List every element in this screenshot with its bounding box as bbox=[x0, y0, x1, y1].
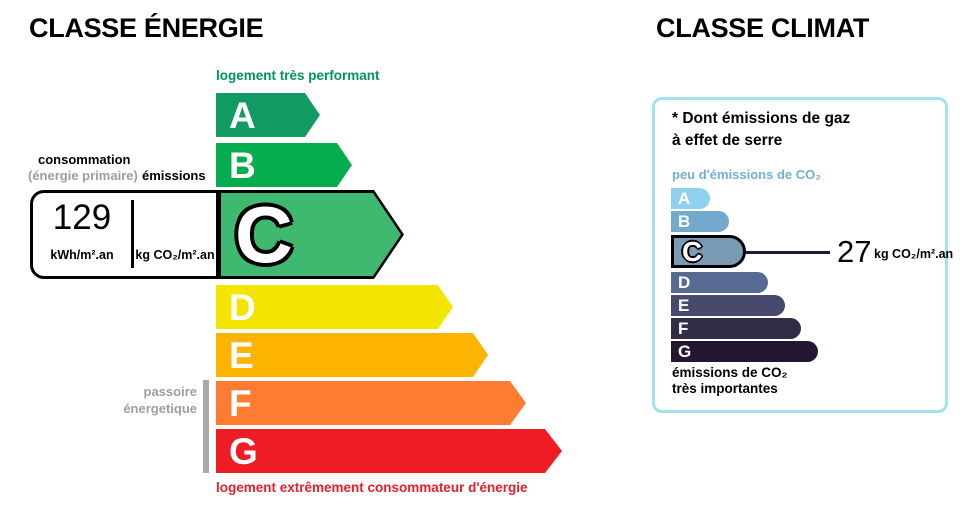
climate-class-bar: E bbox=[671, 295, 785, 316]
climate-value-unit: kg CO₂/m².an bbox=[874, 247, 954, 261]
energy-sieve-bracket bbox=[203, 380, 209, 473]
energy-arrow bbox=[216, 381, 526, 425]
energy-arrow bbox=[221, 193, 401, 276]
energy-class-row: G bbox=[216, 429, 562, 473]
energy-class-row: E bbox=[216, 333, 488, 377]
box-divider bbox=[131, 200, 134, 268]
consumption-label: consommation bbox=[38, 152, 131, 167]
climate-class-bar: F bbox=[671, 318, 801, 339]
climate-value: 27 bbox=[837, 234, 872, 269]
energy-arrow bbox=[216, 93, 320, 137]
energy-class-letter: C bbox=[235, 189, 293, 279]
energy-arrow bbox=[216, 333, 488, 377]
climate-class-letter: D bbox=[678, 273, 691, 292]
climate-title: CLASSE CLIMAT bbox=[656, 13, 870, 43]
energy-sieve-line1: passoire bbox=[143, 384, 197, 399]
climate-class-letter: F bbox=[678, 319, 689, 338]
consumption-value: 129 bbox=[52, 198, 112, 237]
ghg-note-line1: * Dont émissions de gaz bbox=[672, 110, 851, 127]
climate-class-letter: G bbox=[678, 342, 692, 361]
climate-class-letter: B bbox=[678, 212, 691, 231]
energy-class-row: F bbox=[216, 381, 526, 425]
consumption-box: 129 kWh/m².an kg CO₂/m².an bbox=[30, 190, 219, 279]
energy-arrow bbox=[216, 143, 352, 187]
climate-high-label: émissions de CO₂ très importantes bbox=[672, 365, 788, 397]
climate-class-bar: D bbox=[671, 272, 768, 293]
energy-class-letter: E bbox=[229, 334, 254, 376]
climate-class-bar: C bbox=[671, 235, 746, 268]
energy-class-letter: F bbox=[229, 382, 252, 424]
climate-low-label: peu d'émissions de CO₂ bbox=[672, 167, 822, 182]
climate-class-bar: G bbox=[671, 341, 818, 362]
emissions-unit: kg CO₂/m².an bbox=[135, 248, 215, 262]
energy-class-letter: B bbox=[229, 144, 256, 186]
energy-class-row: C bbox=[218, 190, 404, 279]
climate-class-letter: E bbox=[678, 296, 690, 315]
energy-arrow bbox=[216, 285, 453, 329]
consumption-unit: kWh/m².an bbox=[50, 248, 114, 262]
energy-class-letter: A bbox=[229, 94, 256, 136]
emissions-label: émissions bbox=[142, 168, 206, 183]
climate-high-line1: émissions de CO₂ bbox=[672, 365, 788, 380]
energy-worst-label: logement extrêmement consommateur d'éner… bbox=[216, 480, 528, 495]
energy-class-row: D bbox=[216, 285, 453, 329]
energy-title: CLASSE ÉNERGIE bbox=[29, 13, 264, 43]
energy-class-letter: D bbox=[229, 286, 256, 328]
climate-pointer-line bbox=[746, 251, 830, 254]
climate-class-letter: C bbox=[682, 235, 703, 267]
climate-class-bar: B bbox=[671, 211, 729, 232]
energy-class-row: B bbox=[216, 143, 352, 187]
climate-panel: * Dont émissions de gaz à effet de serre… bbox=[652, 97, 953, 413]
climate-class-letter: A bbox=[678, 189, 691, 208]
climate-class-bar: A bbox=[671, 188, 710, 209]
climate-high-line2: très importantes bbox=[672, 381, 778, 396]
ghg-note: * Dont émissions de gaz à effet de serre bbox=[672, 108, 850, 152]
energy-arrow bbox=[216, 429, 562, 473]
energy-sieve-label: passoire énergetique bbox=[60, 383, 197, 417]
ghg-note-line2: à effet de serre bbox=[672, 132, 783, 149]
consumption-sublabel: (énergie primaire) bbox=[28, 168, 138, 183]
energy-class-row: A bbox=[216, 93, 320, 137]
energy-best-label: logement très performant bbox=[216, 68, 380, 83]
energy-sieve-line2: énergetique bbox=[123, 401, 197, 416]
energy-class-letter: G bbox=[229, 430, 258, 472]
